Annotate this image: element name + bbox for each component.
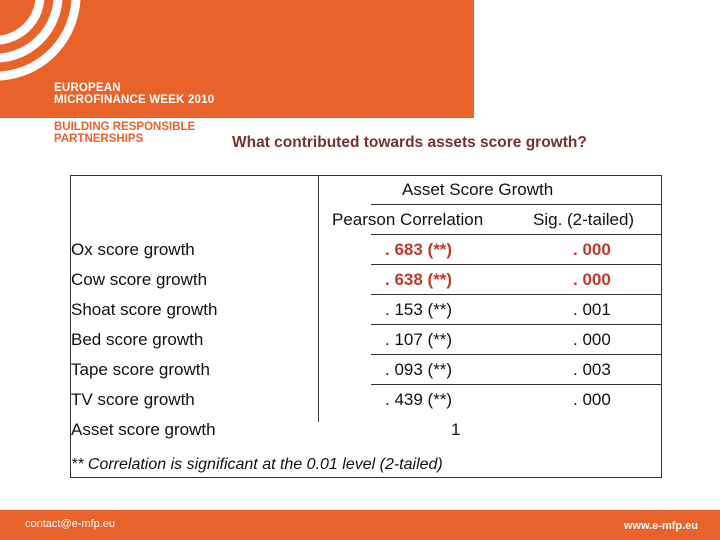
row-rule-2 [521,264,661,265]
website-link[interactable]: www.e-mfp.eu [623,520,698,532]
pearson-value: . 107 (**) [385,330,453,349]
tagline: BUILDING RESPONSIBLE PARTNERSHIPS [54,121,195,145]
pearson-value: . 439 (**) [385,390,453,409]
correlation-table: Asset Score Growth Pearson Correlation S… [70,175,662,478]
pearson-value: 1 [451,420,461,439]
group-header: Asset Score Growth [402,180,554,199]
tagline-line2: PARTNERSHIPS [54,133,144,145]
row-rule-2 [521,384,661,385]
row-label: TV score growth [71,390,195,409]
header-rule [371,204,523,205]
row-rule [371,324,523,325]
subheader-rule-2 [521,234,661,235]
table-footnote: ** Correlation is significant at the 0.0… [71,456,443,473]
contact-email-link[interactable]: contact@e-mfp.eu [25,518,116,530]
sig-value: . 003 [573,360,611,379]
slide-question: What contributed towards assets score gr… [232,134,587,151]
event-title-line2: MICROFINANCE WEEK 2010 [54,94,215,106]
pearson-value: . 638 (**) [385,270,453,289]
tagline-line1: BUILDING RESPONSIBLE [54,121,196,133]
sig-value: . 000 [573,240,611,259]
emfp-logo-icon [0,0,81,81]
pearson-value: . 153 (**) [385,300,453,319]
row-rule [371,264,523,265]
sig-value: . 001 [573,300,611,319]
column-divider [318,176,319,422]
col-header-pearson: Pearson Correlation [332,210,484,229]
row-label: Tape score growth [71,360,210,379]
header-rule-2 [521,204,661,205]
pearson-value: . 093 (**) [385,360,453,379]
row-rule-2 [521,294,661,295]
row-label: Cow score growth [71,270,208,289]
row-rule-2 [521,324,661,325]
row-label: Ox score growth [71,240,195,259]
sig-value: . 000 [573,270,611,289]
event-title-line1: EUROPEAN [54,82,121,94]
sig-value: . 000 [573,330,611,349]
col-header-sig: Sig. (2-tailed) [533,210,635,229]
pearson-value: . 683 (**) [385,240,453,259]
footer-bar: contact@e-mfp.eu www.e-mfp.eu [0,510,720,540]
header-banner: EUROPEAN MICROFINANCE WEEK 2010 [0,0,474,118]
sig-value: . 000 [573,390,611,409]
row-label: Bed score growth [71,330,204,349]
row-rule [371,354,523,355]
row-rule-2 [521,354,661,355]
event-title: EUROPEAN MICROFINANCE WEEK 2010 [54,82,214,106]
row-label: Asset score growth [71,420,216,439]
row-label: Shoat score growth [71,300,218,319]
row-rule [371,294,523,295]
row-rule [371,384,523,385]
subheader-rule [371,234,523,235]
